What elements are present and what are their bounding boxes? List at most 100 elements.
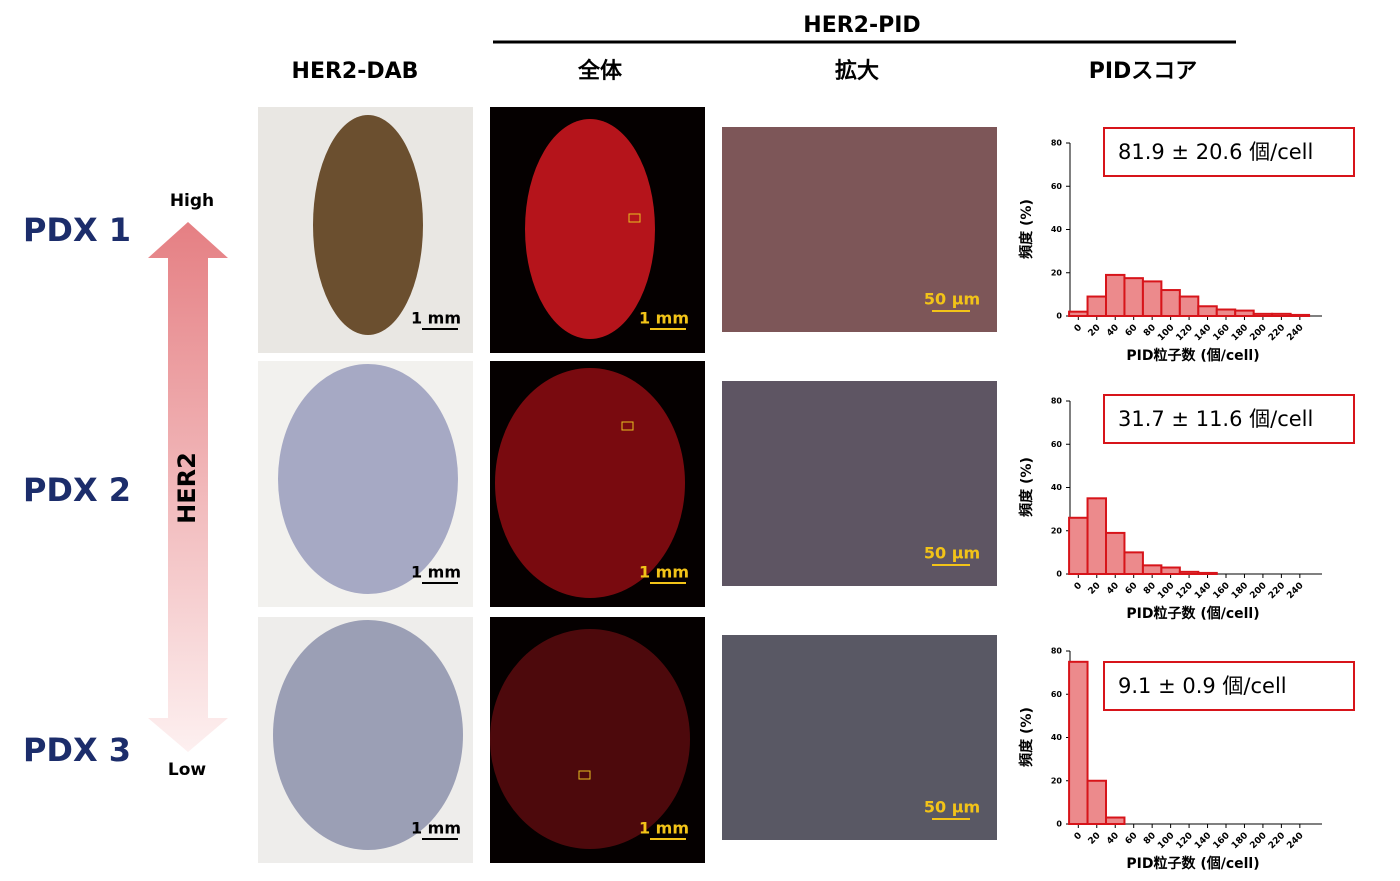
axis-low: Low <box>168 760 207 780</box>
scale-label: 1 mm <box>411 563 461 582</box>
x-tick-label: 160 <box>1212 581 1232 601</box>
x-tick-label: 40 <box>1105 581 1121 597</box>
score-box <box>1103 394 1355 444</box>
y-tick-label: 40 <box>1051 733 1063 742</box>
x-tick-label: 160 <box>1212 323 1232 343</box>
pid-tissue <box>490 629 690 849</box>
x-axis-label: PID粒子数 (個/cell) <box>1126 855 1259 872</box>
column-header: HER2-DAB <box>292 59 419 84</box>
x-axis-label: PID粒子数 (個/cell) <box>1126 605 1259 622</box>
scale-label: 50 μm <box>924 290 980 309</box>
x-tick-label: 160 <box>1212 831 1232 851</box>
bar <box>1086 779 1107 825</box>
x-tick-label: 140 <box>1193 831 1213 851</box>
axis-high: High <box>170 191 214 211</box>
bar <box>1197 305 1218 317</box>
pid-tissue <box>525 119 655 339</box>
score: 81.9 ± 20.6 個/cell <box>1118 140 1313 164</box>
score: 9.1 ± 0.9 個/cell <box>1118 674 1287 698</box>
scale-label: 50 μm <box>924 798 980 817</box>
row-label: PDX 2 <box>23 471 131 509</box>
x-tick-label: 40 <box>1105 831 1121 847</box>
x-tick-label: 220 <box>1267 323 1287 343</box>
x-tick-label: 180 <box>1230 831 1250 851</box>
dab-tissue <box>278 364 458 594</box>
axis-label: HER2 <box>173 452 201 524</box>
bar <box>1178 295 1200 318</box>
x-tick-label: 180 <box>1230 323 1250 343</box>
x-tick-label: 0 <box>1073 831 1085 843</box>
bar <box>1160 289 1181 317</box>
bar <box>1215 308 1237 318</box>
x-tick-label: 240 <box>1285 323 1305 343</box>
x-tick-label: 120 <box>1175 831 1195 851</box>
bar <box>1105 273 1126 318</box>
x-tick-label: 0 <box>1073 323 1085 335</box>
x-axis-label: PID粒子数 (個/cell) <box>1126 347 1259 364</box>
x-tick-label: 20 <box>1087 323 1103 339</box>
scale-label: 1 mm <box>639 819 689 838</box>
bar <box>1123 277 1144 317</box>
y-tick-label: 80 <box>1051 647 1063 656</box>
row-label: PDX 1 <box>23 211 131 249</box>
y-tick-label: 60 <box>1051 440 1063 449</box>
scale-label: 1 mm <box>639 563 689 582</box>
bar <box>1068 310 1089 317</box>
y-tick-label: 20 <box>1051 776 1063 785</box>
column-header: PIDスコア <box>1089 59 1198 84</box>
dab-tissue <box>313 115 423 335</box>
y-axis-label: 頻度 (%) <box>1018 707 1035 767</box>
column-header: 全体 <box>577 58 623 84</box>
y-axis-label: 頻度 (%) <box>1018 457 1035 517</box>
y-tick-label: 20 <box>1051 268 1063 277</box>
y-tick-label: 80 <box>1051 397 1063 406</box>
y-tick-label: 0 <box>1056 570 1062 579</box>
x-tick-label: 200 <box>1248 323 1268 343</box>
roi-box <box>628 213 641 223</box>
score-box <box>1103 661 1355 711</box>
roi-box <box>621 421 634 431</box>
y-tick-label: 40 <box>1051 225 1063 234</box>
roi-box <box>578 770 591 780</box>
y-tick-label: 60 <box>1051 182 1063 191</box>
y-tick-label: 0 <box>1056 820 1062 829</box>
scale-label: 1 mm <box>411 819 461 838</box>
bar <box>1141 280 1163 317</box>
x-tick-label: 60 <box>1124 323 1140 339</box>
bar <box>1252 312 1274 317</box>
x-tick-label: 100 <box>1156 831 1176 851</box>
bar <box>1197 571 1218 576</box>
x-tick-label: 240 <box>1285 831 1305 851</box>
bar <box>1105 531 1126 575</box>
y-tick-label: 20 <box>1051 526 1063 535</box>
bar <box>1086 295 1107 318</box>
bar <box>1289 313 1311 318</box>
x-tick-label: 100 <box>1156 323 1176 343</box>
score: 31.7 ± 11.6 個/cell <box>1118 407 1313 431</box>
x-tick-label: 200 <box>1248 831 1268 851</box>
bar <box>1123 551 1144 575</box>
row-label: PDX 3 <box>23 731 131 769</box>
x-tick-label: 20 <box>1087 581 1103 597</box>
x-tick-label: 120 <box>1175 581 1195 601</box>
y-tick-label: 40 <box>1051 483 1063 492</box>
bar <box>1271 312 1292 317</box>
y-tick-label: 80 <box>1051 139 1063 148</box>
pid-tissue <box>495 368 685 598</box>
bar <box>1086 497 1107 575</box>
bar <box>1178 570 1200 576</box>
x-tick-label: 60 <box>1124 831 1140 847</box>
bar <box>1068 516 1089 576</box>
zoom-image <box>722 127 997 332</box>
scale-label: 1 mm <box>411 309 461 328</box>
x-tick-label: 220 <box>1267 581 1287 601</box>
zoom-image <box>722 381 997 586</box>
bar <box>1234 309 1255 317</box>
bar <box>1160 566 1181 576</box>
x-tick-label: 200 <box>1248 581 1268 601</box>
group-header: HER2-PID <box>803 13 920 38</box>
x-tick-label: 0 <box>1073 581 1085 593</box>
column-header: 拡大 <box>835 59 879 84</box>
y-tick-label: 0 <box>1056 312 1062 321</box>
